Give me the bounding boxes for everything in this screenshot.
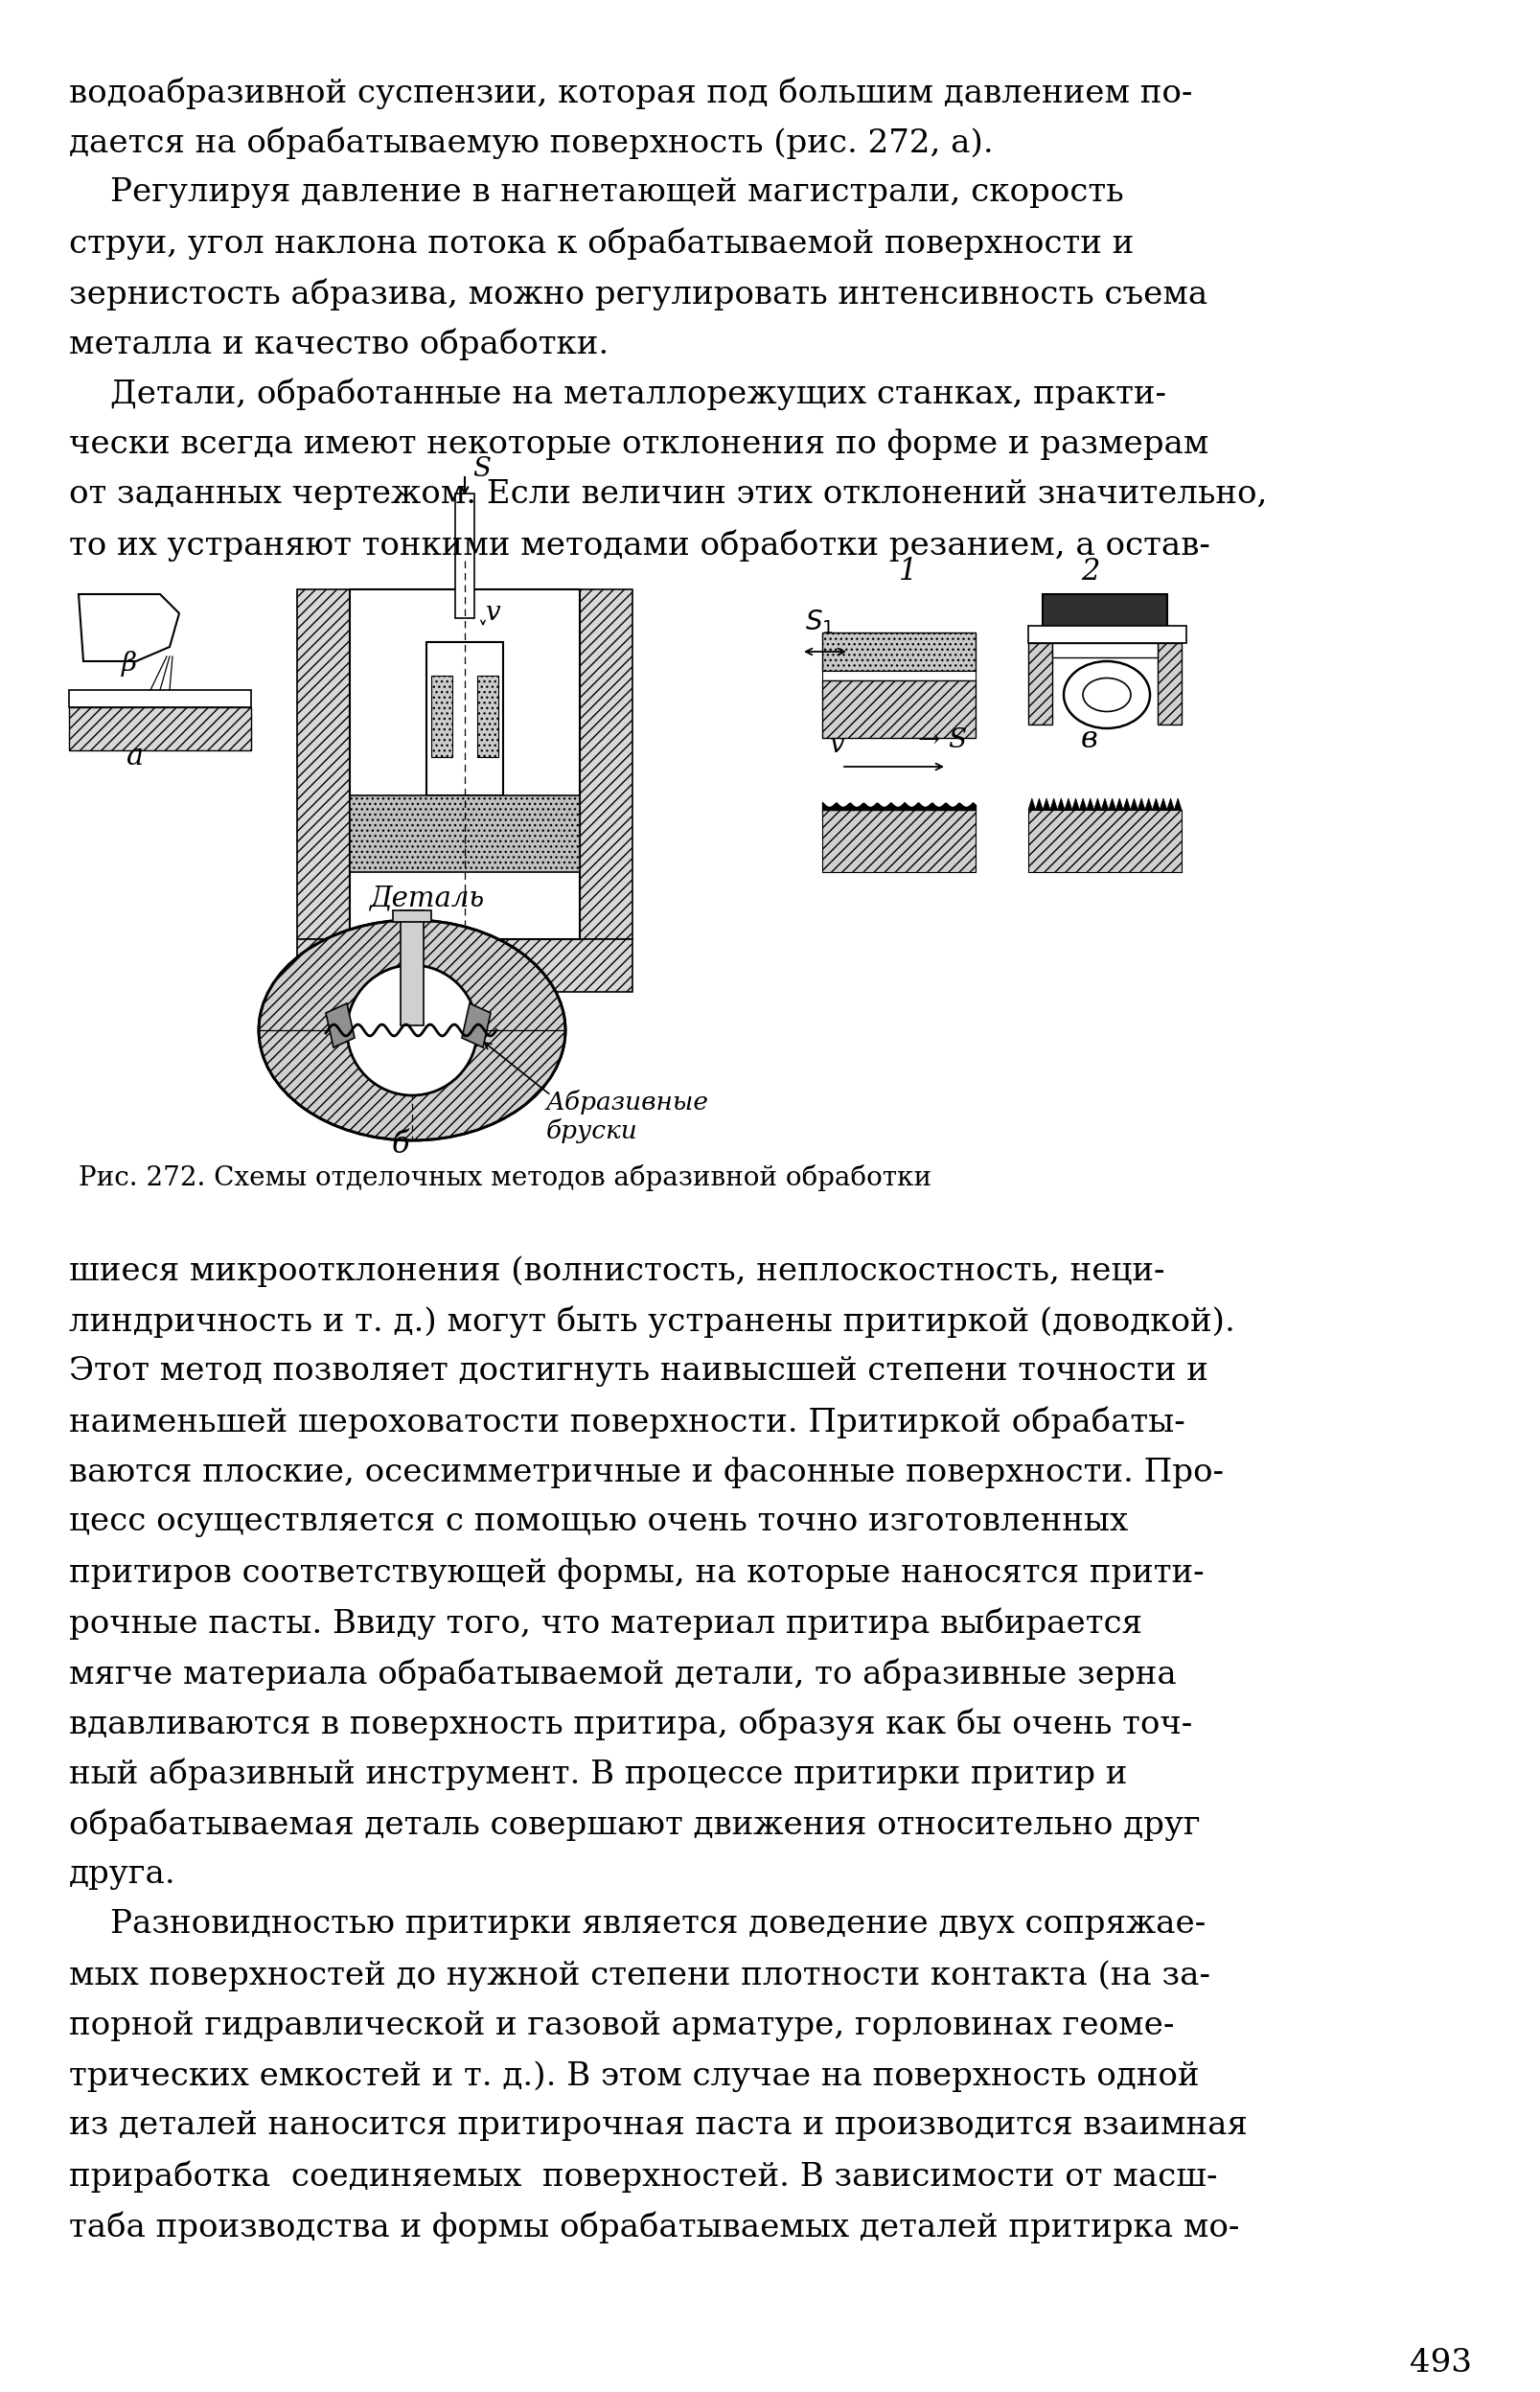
Text: порной гидравлической и газовой арматуре, горловинах геоме-: порной гидравлической и газовой арматуре… xyxy=(69,2009,1173,2040)
Text: приработка  соединяемых  поверхностей. В зависимости от масш-: приработка соединяемых поверхностей. В з… xyxy=(69,2160,1217,2193)
Text: в: в xyxy=(1080,725,1098,753)
Polygon shape xyxy=(1064,799,1072,811)
Polygon shape xyxy=(1101,799,1107,811)
Text: Этот метод позволяет достигнуть наивысшей степени точности и: Этот метод позволяет достигнуть наивысше… xyxy=(69,1356,1207,1387)
Text: β: β xyxy=(122,651,137,677)
Text: шиеся микроотклонения (волнистость, неплоскостность, неци-: шиеся микроотклонения (волнистость, непл… xyxy=(69,1256,1164,1287)
Bar xyxy=(1027,643,1052,725)
Ellipse shape xyxy=(1083,677,1130,710)
Bar xyxy=(350,797,579,873)
Polygon shape xyxy=(1115,799,1123,811)
Bar xyxy=(822,631,975,670)
Text: → S: → S xyxy=(918,727,967,753)
Polygon shape xyxy=(1152,799,1160,811)
Bar xyxy=(297,588,350,940)
Text: а: а xyxy=(126,742,143,773)
Bar xyxy=(69,689,251,708)
Text: ваются плоские, осесимметричные и фасонные поверхности. Про-: ваются плоские, осесимметричные и фасонн… xyxy=(69,1457,1223,1488)
Text: v: v xyxy=(830,732,844,758)
Bar xyxy=(822,670,975,679)
Text: мых поверхностей до нужной степени плотности контакта (на за-: мых поверхностей до нужной степени плотн… xyxy=(69,1959,1209,1990)
Text: металла и качество обработки.: металла и качество обработки. xyxy=(69,328,608,361)
Bar xyxy=(393,911,431,921)
Ellipse shape xyxy=(259,921,565,1141)
Text: Регулируя давление в нагнетающей магистрали, скорость: Регулируя давление в нагнетающей магистр… xyxy=(69,177,1123,208)
Polygon shape xyxy=(1043,799,1050,811)
Bar xyxy=(427,641,502,797)
Polygon shape xyxy=(1056,799,1064,811)
Bar xyxy=(1027,627,1186,643)
Bar xyxy=(579,588,631,940)
Circle shape xyxy=(346,964,477,1096)
Text: линдричность и т. д.) могут быть устранены притиркой (доводкой).: линдричность и т. д.) могут быть устране… xyxy=(69,1306,1235,1337)
Bar xyxy=(477,675,497,758)
Bar xyxy=(822,679,975,737)
Polygon shape xyxy=(79,593,179,660)
Text: $S_1$: $S_1$ xyxy=(804,608,833,636)
Bar xyxy=(400,911,424,1026)
Polygon shape xyxy=(1050,799,1056,811)
Bar xyxy=(69,708,251,751)
Bar xyxy=(454,493,474,617)
Text: струи, угол наклона потока к обрабатываемой поверхности и: струи, угол наклона потока к обрабатывае… xyxy=(69,227,1133,261)
Polygon shape xyxy=(1093,799,1101,811)
Text: Рис. 272. Схемы отделочных методов абразивной обработки: Рис. 272. Схемы отделочных методов абраз… xyxy=(79,1165,932,1191)
Text: таба производства и формы обрабатываемых деталей притирка мо-: таба производства и формы обрабатываемых… xyxy=(69,2210,1238,2244)
Text: 2: 2 xyxy=(1080,557,1100,586)
Text: Разновидностью притирки является доведение двух сопряжае-: Разновидностью притирки является доведен… xyxy=(69,1909,1204,1940)
Polygon shape xyxy=(1166,799,1173,811)
Polygon shape xyxy=(1173,799,1181,811)
Polygon shape xyxy=(1035,799,1043,811)
Text: дается на обрабатываемую поверхность (рис. 272, а).: дается на обрабатываемую поверхность (ри… xyxy=(69,127,993,160)
Polygon shape xyxy=(1107,799,1115,811)
Text: вдавливаются в поверхность притира, образуя как бы очень точ-: вдавливаются в поверхность притира, обра… xyxy=(69,1708,1192,1741)
Polygon shape xyxy=(1086,799,1093,811)
Text: 493: 493 xyxy=(1409,2349,1471,2378)
Ellipse shape xyxy=(1063,660,1149,727)
Bar xyxy=(1043,593,1166,627)
Polygon shape xyxy=(1144,799,1152,811)
Text: трических емкостей и т. д.). В этом случае на поверхность одной: трических емкостей и т. д.). В этом случ… xyxy=(69,2060,1198,2091)
Polygon shape xyxy=(1123,799,1130,811)
Bar xyxy=(1027,811,1181,873)
Polygon shape xyxy=(325,1002,354,1048)
Text: друга.: друга. xyxy=(69,1859,176,1890)
Text: ный абразивный инструмент. В процессе притирки притир и: ный абразивный инструмент. В процессе пр… xyxy=(69,1758,1127,1792)
Bar xyxy=(1157,643,1181,725)
Bar xyxy=(822,811,975,873)
Polygon shape xyxy=(1137,799,1144,811)
Text: чески всегда имеют некоторые отклонения по форме и размерам: чески всегда имеют некоторые отклонения … xyxy=(69,428,1207,459)
Text: 1: 1 xyxy=(898,557,916,586)
Polygon shape xyxy=(1027,799,1035,811)
Bar xyxy=(822,811,975,820)
Text: цесс осуществляется с помощью очень точно изготовленных: цесс осуществляется с помощью очень точн… xyxy=(69,1507,1127,1538)
Text: водоабразивной суспензии, которая под большим давлением по-: водоабразивной суспензии, которая под бо… xyxy=(69,77,1192,108)
Text: то их устраняют тонкими методами обработки резанием, а остав-: то их устраняют тонкими методами обработ… xyxy=(69,529,1209,562)
Bar xyxy=(431,675,453,758)
Text: б: б xyxy=(391,1129,410,1160)
Text: рочные пасты. Ввиду того, что материал притира выбирается: рочные пасты. Ввиду того, что материал п… xyxy=(69,1607,1141,1639)
Text: наименьшей шероховатости поверхности. Притиркой обрабаты-: наименьшей шероховатости поверхности. Пр… xyxy=(69,1406,1184,1438)
Text: Деталь: Деталь xyxy=(368,885,484,911)
Text: зернистость абразива, можно регулировать интенсивность съема: зернистость абразива, можно регулировать… xyxy=(69,277,1207,311)
Polygon shape xyxy=(1072,799,1078,811)
Text: Детали, обработанные на металлорежущих станках, практи-: Детали, обработанные на металлорежущих с… xyxy=(69,378,1166,411)
Text: v: v xyxy=(485,600,500,627)
Polygon shape xyxy=(1130,799,1137,811)
Text: Абразивные
бруски: Абразивные бруски xyxy=(545,1091,708,1143)
Text: обрабатываемая деталь совершают движения относительно друг: обрабатываемая деталь совершают движения… xyxy=(69,1808,1200,1842)
Text: от заданных чертежом. Если величин этих отклонений значительно,: от заданных чертежом. Если величин этих … xyxy=(69,478,1266,509)
Text: из деталей наносится притирочная паста и производится взаимная: из деталей наносится притирочная паста и… xyxy=(69,2110,1247,2141)
Bar xyxy=(297,940,631,993)
Polygon shape xyxy=(1160,799,1166,811)
Text: притиров соответствующей формы, на которые наносятся прити-: притиров соответствующей формы, на котор… xyxy=(69,1557,1203,1588)
Bar xyxy=(1052,643,1157,658)
Polygon shape xyxy=(1078,799,1086,811)
Text: мягче материала обрабатываемой детали, то абразивные зерна: мягче материала обрабатываемой детали, т… xyxy=(69,1658,1177,1691)
Bar xyxy=(350,588,579,940)
Text: S: S xyxy=(473,457,490,483)
Polygon shape xyxy=(462,1002,490,1048)
